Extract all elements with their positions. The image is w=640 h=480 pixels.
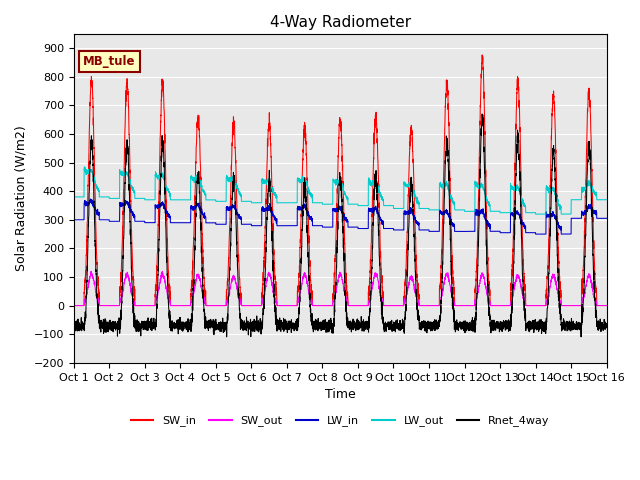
Y-axis label: Solar Radiation (W/m2): Solar Radiation (W/m2) (15, 125, 28, 271)
Legend: SW_in, SW_out, LW_in, LW_out, Rnet_4way: SW_in, SW_out, LW_in, LW_out, Rnet_4way (127, 411, 554, 431)
X-axis label: Time: Time (325, 388, 356, 401)
Text: MB_tule: MB_tule (83, 55, 136, 68)
Title: 4-Way Radiometer: 4-Way Radiometer (269, 15, 411, 30)
